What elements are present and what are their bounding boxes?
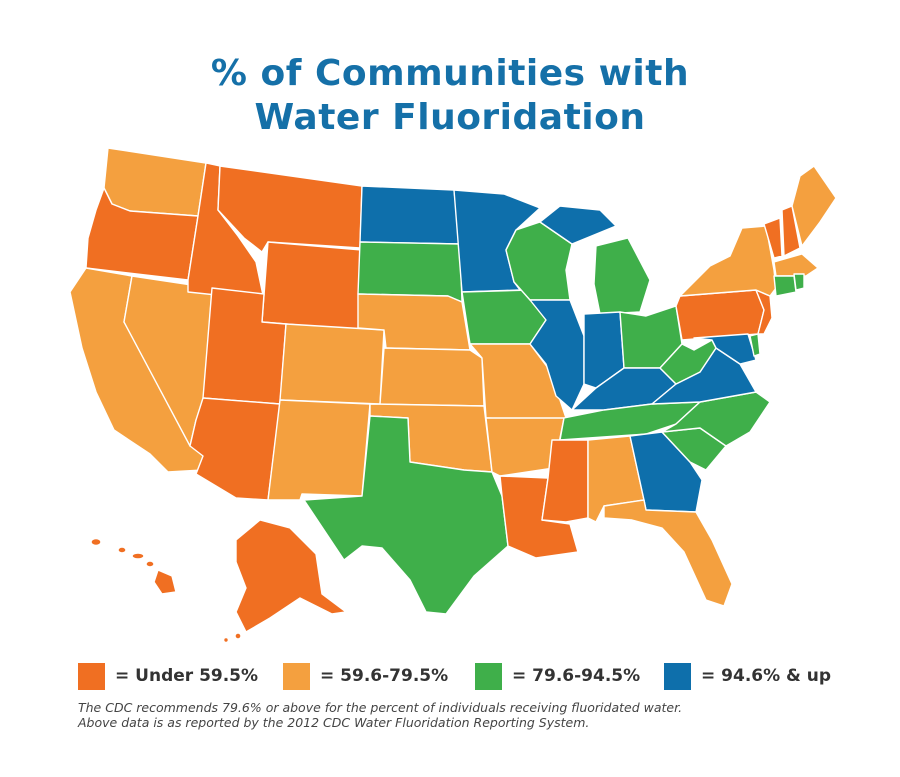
state-colorado — [279, 323, 385, 405]
legend-item-79-6-94-5: = 79.6-94.5% — [475, 661, 640, 691]
legend-label: = Under 59.5% — [115, 666, 259, 686]
state-rhode-island — [793, 273, 805, 291]
state-pennsylvania — [675, 289, 765, 341]
state-alaska — [235, 519, 347, 633]
legend-swatch-orange — [78, 662, 105, 690]
legend-label: = 59.6-79.5% — [320, 666, 449, 686]
legend-item-59-6-79-5: = 59.6-79.5% — [283, 661, 448, 691]
state-washington — [103, 147, 207, 217]
legend-swatch-light-orange — [283, 662, 310, 690]
state-kansas — [379, 347, 485, 407]
state-wyoming — [261, 241, 363, 331]
state-massachusetts — [773, 253, 819, 277]
state-maine — [791, 165, 837, 247]
state-south-dakota — [357, 241, 463, 303]
legend-item-94-6-up: = 94.6% & up — [664, 661, 831, 691]
legend-swatch-blue — [664, 662, 691, 690]
state-alaska-island-1 — [234, 632, 242, 640]
state-illinois — [529, 299, 585, 411]
footnote: The CDC recommends 79.6% or above for th… — [78, 700, 878, 730]
state-new-hampshire — [781, 205, 801, 257]
legend-item-under-59-5: = Under 59.5% — [78, 661, 258, 691]
map-title: % of Communities with Water Fluoridation — [0, 52, 900, 140]
state-florida — [603, 499, 733, 607]
us-map — [69, 147, 837, 644]
state-hawaii — [90, 537, 177, 595]
state-new-mexico — [267, 399, 371, 501]
title-line-1: % of Communities with — [210, 53, 690, 94]
legend: = Under 59.5% = 59.6-79.5% = 79.6-94.5% … — [0, 661, 900, 695]
state-arizona — [189, 397, 281, 501]
state-vermont — [763, 217, 783, 259]
legend-label: = 79.6-94.5% — [512, 666, 641, 686]
legend-label: = 94.6% & up — [701, 666, 832, 686]
footnote-line-2: Above data is as reported by the 2012 CD… — [78, 715, 590, 730]
state-michigan-lower — [593, 237, 651, 315]
footnote-line-1: The CDC recommends 79.6% or above for th… — [78, 700, 683, 715]
state-delaware — [749, 333, 761, 357]
legend-swatch-green — [475, 662, 502, 690]
title-line-2: Water Fluoridation — [254, 97, 646, 138]
state-michigan-upper — [539, 205, 617, 245]
state-connecticut — [773, 275, 797, 297]
state-north-dakota — [359, 185, 461, 245]
state-arkansas — [485, 417, 565, 477]
state-maryland — [693, 333, 757, 365]
state-texas — [303, 415, 509, 615]
state-new-york — [679, 225, 777, 297]
state-alaska-island-2 — [222, 636, 230, 644]
